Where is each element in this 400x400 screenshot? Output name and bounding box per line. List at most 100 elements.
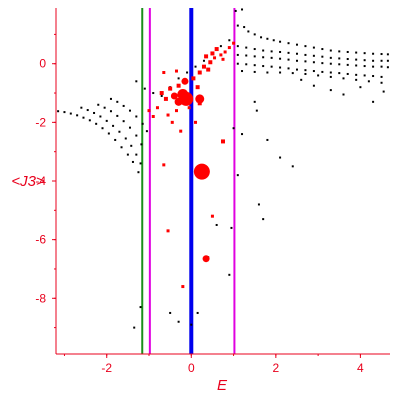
red-point <box>208 60 213 65</box>
black-point <box>363 65 366 68</box>
black-point <box>363 74 366 77</box>
black-point <box>137 171 140 174</box>
black-point <box>107 132 110 135</box>
red-point <box>179 129 183 133</box>
x-axis-label: E <box>217 377 228 394</box>
red-point <box>147 109 151 113</box>
red-point <box>210 214 214 218</box>
red-point <box>195 85 200 90</box>
black-point <box>82 116 85 119</box>
black-point <box>363 59 366 62</box>
black-point <box>228 273 231 276</box>
black-point <box>236 24 239 27</box>
black-point <box>386 59 389 62</box>
red-point <box>197 101 202 106</box>
black-point <box>105 119 108 122</box>
black-point <box>338 63 341 66</box>
black-point <box>312 46 315 49</box>
black-point <box>270 56 273 59</box>
black-point <box>287 58 290 61</box>
black-point <box>355 64 358 67</box>
black-point <box>279 71 282 74</box>
y-tick-label: -6 <box>35 233 46 247</box>
black-point <box>382 90 385 93</box>
black-point <box>76 114 79 117</box>
black-point <box>247 30 250 33</box>
black-point <box>321 48 324 51</box>
red-point <box>214 47 219 52</box>
y-axis-label: <J3> <box>11 173 45 190</box>
black-point <box>253 70 256 73</box>
black-point <box>329 56 332 59</box>
black-point <box>219 45 222 48</box>
black-point <box>135 134 138 137</box>
black-point <box>101 127 104 130</box>
red-point <box>219 53 223 57</box>
black-point <box>133 326 136 329</box>
red-point <box>210 51 215 56</box>
black-point <box>122 104 125 107</box>
black-point <box>253 64 256 67</box>
black-point <box>262 218 265 221</box>
black-point <box>279 50 282 53</box>
red-point <box>221 57 225 61</box>
red-point <box>187 106 191 110</box>
black-point <box>243 26 246 29</box>
black-point <box>245 54 248 57</box>
black-point <box>346 63 349 66</box>
y-tick-label: -8 <box>35 291 46 305</box>
black-point <box>321 62 324 65</box>
black-point <box>234 9 237 12</box>
black-point <box>304 53 307 56</box>
black-point <box>295 52 298 55</box>
black-point <box>266 71 269 74</box>
ticks: -2 0 2 4 0 -2 -4 -6 -8 <box>35 33 364 375</box>
black-point <box>236 53 239 56</box>
black-point <box>295 43 298 46</box>
black-point <box>380 75 383 78</box>
red-point <box>177 89 189 100</box>
black-point <box>130 144 133 147</box>
black-point <box>262 65 265 68</box>
red-point <box>202 255 210 263</box>
black-point <box>196 311 199 314</box>
red-point <box>223 50 227 54</box>
black-point <box>177 77 180 80</box>
black-point <box>97 103 100 106</box>
red-point <box>213 56 217 60</box>
black-point <box>346 72 349 75</box>
black-point <box>236 45 239 48</box>
black-point <box>135 115 138 118</box>
black-point <box>236 174 239 177</box>
black-point <box>321 55 324 58</box>
red-point <box>206 67 211 72</box>
black-point <box>140 143 143 146</box>
black-point <box>116 100 119 103</box>
black-point <box>380 81 383 84</box>
red-point <box>232 41 236 45</box>
red-point <box>193 163 210 180</box>
black-point <box>186 71 189 74</box>
black-point <box>103 106 106 109</box>
black-point <box>143 87 146 90</box>
red-point <box>181 285 185 289</box>
black-point <box>128 109 131 112</box>
black-point <box>380 59 383 62</box>
red-point <box>191 76 196 81</box>
black-point <box>363 52 366 55</box>
black-point <box>262 49 265 52</box>
black-point <box>135 153 138 156</box>
black-point <box>287 67 290 70</box>
black-point <box>145 130 148 133</box>
black-point <box>57 110 60 113</box>
black-point <box>257 203 260 206</box>
black-point <box>304 69 307 72</box>
y-tick-label: -4 <box>35 174 46 188</box>
black-point-series <box>57 8 389 329</box>
red-point <box>181 77 189 85</box>
black-point <box>295 68 298 71</box>
black-point <box>152 92 155 95</box>
black-point <box>329 62 332 65</box>
black-point <box>253 55 256 58</box>
